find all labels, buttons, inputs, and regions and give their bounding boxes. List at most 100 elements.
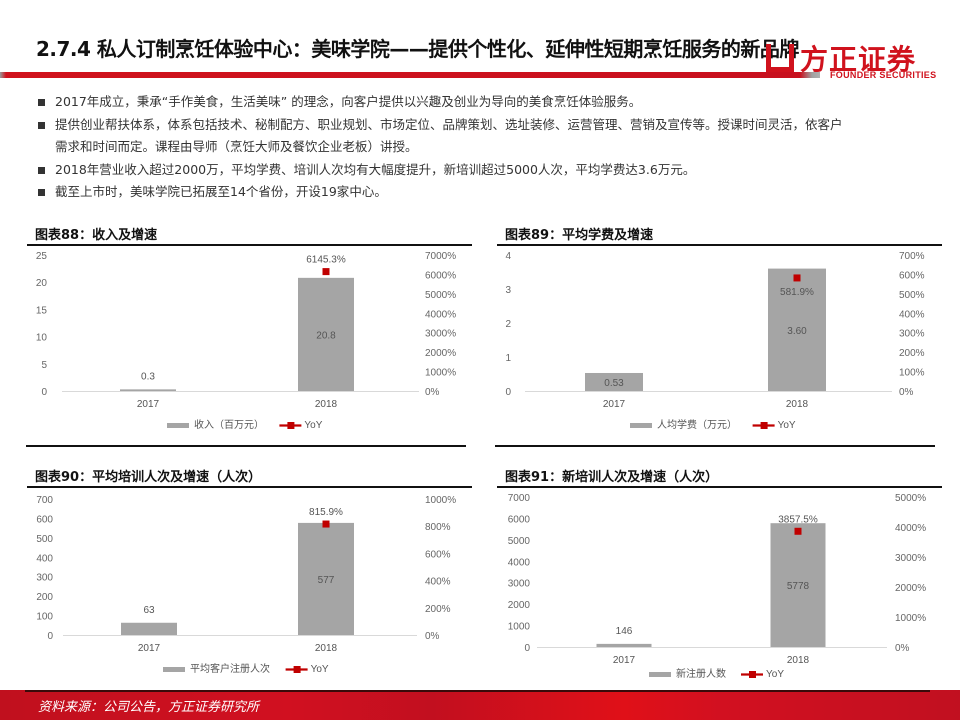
svg-text:2018: 2018 xyxy=(315,643,338,654)
svg-text:4000%: 4000% xyxy=(425,309,456,320)
svg-text:1000%: 1000% xyxy=(895,613,926,624)
svg-text:YoY: YoY xyxy=(311,664,329,675)
svg-text:0.53: 0.53 xyxy=(604,378,624,389)
chart-title-rule xyxy=(497,486,942,488)
svg-text:YoY: YoY xyxy=(304,420,322,431)
svg-text:500%: 500% xyxy=(899,290,925,301)
founder-logo-icon xyxy=(766,44,794,72)
svg-text:0: 0 xyxy=(524,643,530,654)
source-footer: 资料来源：公司公告，方正证券研究所 xyxy=(0,690,960,720)
svg-text:2017: 2017 xyxy=(603,399,626,410)
svg-text:63: 63 xyxy=(143,605,155,616)
svg-text:3: 3 xyxy=(505,285,511,296)
svg-text:400: 400 xyxy=(36,553,53,564)
svg-text:2018: 2018 xyxy=(787,655,810,666)
svg-text:577: 577 xyxy=(318,575,335,586)
svg-text:1000%: 1000% xyxy=(425,368,456,379)
svg-text:20.8: 20.8 xyxy=(316,330,336,341)
svg-text:700%: 700% xyxy=(899,251,925,262)
svg-text:6145.3%: 6145.3% xyxy=(306,255,346,266)
svg-text:800%: 800% xyxy=(425,522,451,533)
svg-text:人均学费（万元）: 人均学费（万元） xyxy=(657,418,737,431)
bullet-item: 2018年营业收入超过2000万，平均学费、培训人次均有大幅度提升，新培训超过5… xyxy=(38,159,928,182)
chart-title-rule xyxy=(27,486,472,488)
chart-title: 图表89：平均学费及增速 xyxy=(505,228,654,243)
svg-text:2: 2 xyxy=(505,319,511,330)
svg-text:1000%: 1000% xyxy=(425,495,456,506)
logo-chinese-name: 方正证券 xyxy=(800,43,917,76)
source-note: 资料来源：公司公告，方正证券研究所 xyxy=(38,700,260,715)
logo-english-name: FOUNDER SECURITIES xyxy=(830,70,937,80)
svg-text:4000: 4000 xyxy=(508,557,531,568)
svg-text:5: 5 xyxy=(41,360,47,371)
svg-text:0: 0 xyxy=(505,387,511,398)
svg-text:2000: 2000 xyxy=(508,600,531,611)
svg-text:146: 146 xyxy=(616,626,633,637)
svg-text:600%: 600% xyxy=(425,549,451,560)
svg-text:100%: 100% xyxy=(899,368,925,379)
svg-text:收入（百万元）: 收入（百万元） xyxy=(194,418,264,431)
svg-text:400%: 400% xyxy=(899,309,925,320)
chart-title-rule xyxy=(27,244,472,246)
svg-text:3000%: 3000% xyxy=(895,553,926,564)
svg-text:5778: 5778 xyxy=(787,581,810,592)
svg-text:2018: 2018 xyxy=(315,399,338,410)
svg-text:2017: 2017 xyxy=(613,655,636,666)
bullet-item-continuation: 需求和时间而定。课程由导师（烹饪大师及餐饮企业老板）讲授。 xyxy=(55,139,418,154)
chart-title: 图表90：平均培训人次及增速（人次） xyxy=(35,470,262,485)
svg-text:YoY: YoY xyxy=(766,669,784,680)
chart-legend: 收入（百万元） YoY xyxy=(167,418,323,431)
chart-title-rule xyxy=(497,244,942,246)
svg-text:4000%: 4000% xyxy=(895,523,926,534)
footer-divider xyxy=(25,690,930,692)
bullet-item: 2017年成立，秉承“手作美食，生活美味” 的理念，向客户提供以兴趣及创业为导向… xyxy=(38,91,928,114)
svg-text:0%: 0% xyxy=(895,643,910,654)
title-divider xyxy=(0,72,820,78)
chart-plot: 0 1 2 3 4 0% 100% 200% 300% 400% 500% 600% 700% 0.53 2… xyxy=(505,251,925,431)
svg-text:0%: 0% xyxy=(425,631,440,642)
svg-text:5000%: 5000% xyxy=(895,493,926,504)
svg-text:20: 20 xyxy=(36,278,48,289)
chart-legend: 平均客户注册人次 YoY xyxy=(163,662,329,675)
chart-avg-tuition: 图表89：平均学费及增速 0 1 2 3 4 0% 100% 200% 300% 400% 500%… xyxy=(497,224,947,449)
svg-text:10: 10 xyxy=(36,333,48,344)
svg-text:3.60: 3.60 xyxy=(787,326,807,337)
chart-title: 图表88：收入及增速 xyxy=(35,228,158,243)
bullet-item: 截至上市时，美味学院已拓展至14个省份，开设19家中心。 xyxy=(38,181,928,204)
svg-text:7000: 7000 xyxy=(508,493,531,504)
svg-text:600: 600 xyxy=(36,514,53,525)
svg-text:1: 1 xyxy=(505,353,511,364)
svg-text:6000: 6000 xyxy=(508,514,531,525)
svg-text:3000: 3000 xyxy=(508,579,531,590)
svg-text:0.3: 0.3 xyxy=(141,371,155,382)
svg-text:500: 500 xyxy=(36,534,53,545)
svg-text:400%: 400% xyxy=(425,577,451,588)
svg-text:815.9%: 815.9% xyxy=(309,507,343,518)
svg-text:15: 15 xyxy=(36,305,48,316)
chart-avg-training: 图表90：平均培训人次及增速（人次） 0 100 200 300 400 500 600 70… xyxy=(27,466,477,691)
svg-text:700: 700 xyxy=(36,495,53,506)
chart-bottom-rule xyxy=(495,445,935,447)
svg-text:0: 0 xyxy=(47,631,53,642)
page-title: 2.7.4 私人订制烹饪体验中心：美味学院——提供个性化、延伸性短期烹饪服务的新… xyxy=(36,37,799,61)
svg-text:5000: 5000 xyxy=(508,536,531,547)
chart-legend: 新注册人数 YoY xyxy=(649,667,784,680)
chart-revenue: 图表88：收入及增速 0 5 10 15 20 25 0% 1000% 2000% 3000% 40… xyxy=(27,224,477,449)
svg-text:2000%: 2000% xyxy=(895,583,926,594)
svg-text:3857.5%: 3857.5% xyxy=(778,514,818,525)
svg-text:2017: 2017 xyxy=(138,643,161,654)
svg-text:1000: 1000 xyxy=(508,622,531,633)
svg-text:2000%: 2000% xyxy=(425,348,456,359)
svg-text:600%: 600% xyxy=(899,270,925,281)
svg-text:4: 4 xyxy=(505,251,511,262)
svg-text:0%: 0% xyxy=(425,387,440,398)
svg-text:25: 25 xyxy=(36,251,48,262)
chart-plot: 0 5 10 15 20 25 0% 1000% 2000% 3000% 4000% 5000% 600… xyxy=(36,251,456,431)
svg-text:200: 200 xyxy=(36,592,53,603)
svg-text:100: 100 xyxy=(36,612,53,623)
summary-bullets: 2017年成立，秉承“手作美食，生活美味” 的理念，向客户提供以兴趣及创业为导向… xyxy=(38,91,928,204)
svg-text:581.9%: 581.9% xyxy=(780,287,814,298)
chart-plot: 0 1000 2000 3000 4000 5000 6000 7000 0% 1000% 2000… xyxy=(508,493,926,680)
svg-text:200%: 200% xyxy=(425,604,451,615)
svg-text:3000%: 3000% xyxy=(425,329,456,340)
